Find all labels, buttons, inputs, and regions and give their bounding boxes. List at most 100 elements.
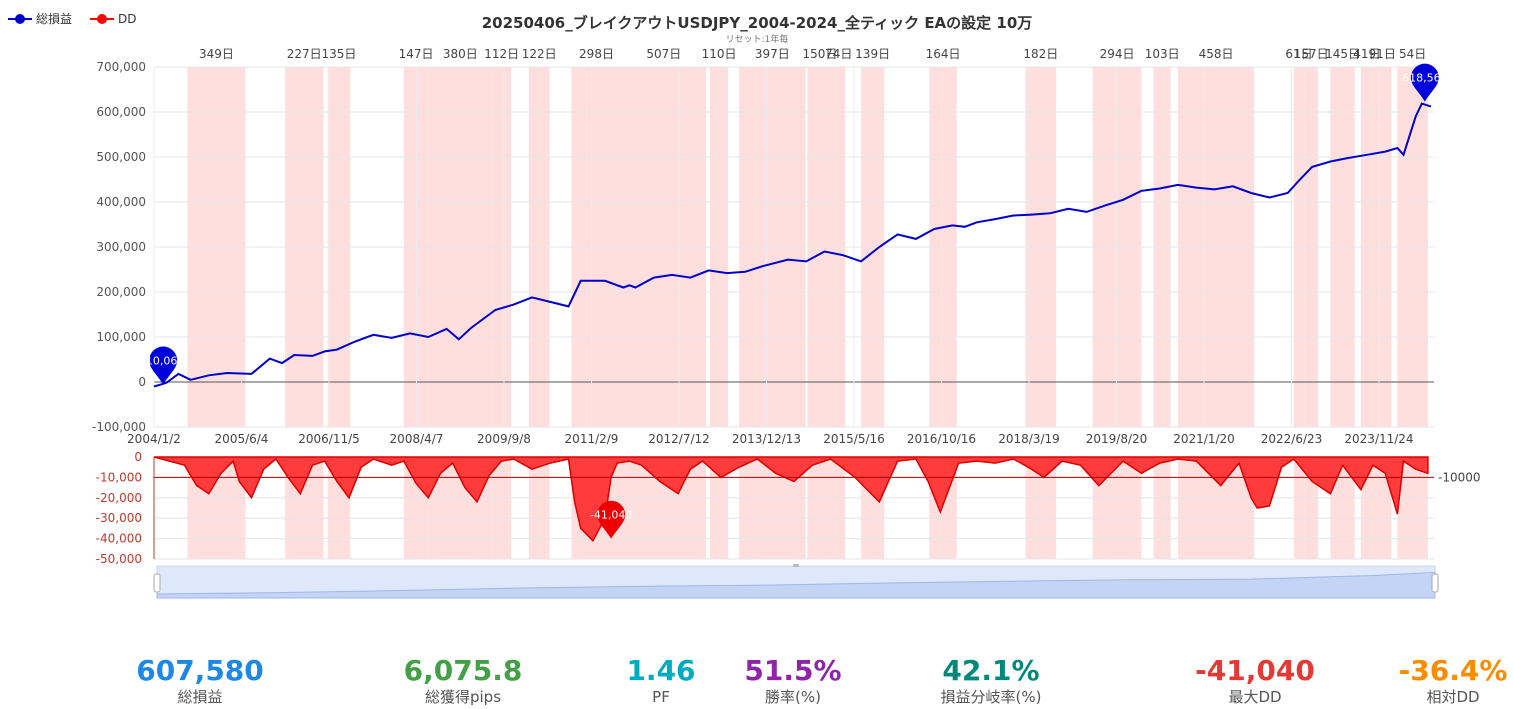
stat-total-profit: 607,580 総損益: [136, 655, 264, 707]
y-tick-label: 700,000: [96, 60, 146, 74]
dd-period-label: 150日: [802, 47, 837, 61]
x-tick-label: 2022/6/23: [1261, 432, 1323, 446]
dd-period-band-lower: [709, 457, 729, 559]
stat-win-rate-label: 勝率(%): [765, 688, 821, 706]
dd-period-label: 135日: [322, 47, 357, 61]
dd-period-band-lower: [807, 457, 833, 559]
dd-period-label: 458日: [1199, 47, 1234, 61]
y-tick-label: -100,000: [92, 420, 146, 434]
dd-y-tick-label: -40,000: [96, 532, 142, 546]
dd-period-band-lower: [492, 457, 512, 559]
dd-period-label: 41日: [1353, 47, 1380, 61]
dd-period-label: 298日: [579, 47, 614, 61]
dd-period-label: 164日: [926, 47, 961, 61]
x-tick-label: 2021/1/20: [1173, 432, 1235, 446]
dd-marker-label: -41,040: [590, 509, 632, 522]
stat-max-dd: -41,040 最大DD: [1195, 655, 1315, 707]
x-tick-label: 2008/4/7: [390, 432, 444, 446]
dd-period-label: 54日: [1399, 47, 1426, 61]
profit-marker-label: 618,560: [1402, 72, 1448, 85]
stat-max-dd-value: -41,040: [1195, 654, 1315, 687]
dd-period-label: 74日: [825, 47, 852, 61]
stat-total-profit-value: 607,580: [136, 654, 264, 687]
dd-period-band-lower: [832, 457, 846, 559]
x-tick-label: 2013/12/13: [732, 432, 801, 446]
chart-subtitle: リセット:1年毎: [725, 35, 789, 45]
dd-period-label: 110日: [702, 47, 737, 61]
dd-period-label: 145日: [1325, 47, 1360, 61]
profit-line: [153, 102, 1432, 388]
y-tick-label: 100,000: [96, 330, 146, 344]
profit-marker-pin: [149, 346, 178, 385]
legend-item-dd[interactable]: DD: [90, 10, 137, 27]
profit-marker-label: -10,060: [142, 355, 184, 368]
stat-relative-dd-value: -36.4%: [1398, 654, 1508, 687]
stat-relative-dd: -36.4% 相対DD: [1399, 655, 1508, 707]
dd-period-band-lower: [1153, 457, 1171, 559]
dd-period-label: 122日: [522, 47, 557, 61]
dd-period-label: 507日: [646, 47, 681, 61]
dd-y-tick-label: -30,000: [96, 511, 142, 525]
dd-y-tick-label: 0: [134, 450, 142, 464]
dd-marker-pin: [597, 500, 626, 539]
legend-label-dd: DD: [118, 11, 137, 26]
dd-period-label: 139日: [855, 47, 890, 61]
zoom-handle-left[interactable]: [153, 573, 161, 593]
dd-threshold-label: -10000: [1438, 470, 1481, 484]
dd-period-label: 147日: [399, 47, 434, 61]
dd-period-label: 91日: [1369, 47, 1396, 61]
dd-period-label: 349日: [199, 47, 234, 61]
stat-total-pips-value: 6,075.8: [403, 654, 523, 687]
stat-breakeven-rate-value: 42.1%: [942, 654, 1040, 687]
stat-breakeven-rate-label: 損益分岐率(%): [940, 688, 1042, 706]
zoom-slider-grip: [793, 564, 799, 567]
chart-canvas: 349日 227日 135日 147日 380日 112日 122日 298日 507日 110日…: [92, 47, 1481, 599]
dd-period-label: 182日: [1023, 47, 1058, 61]
x-tick-label: 2015/5/16: [823, 432, 885, 446]
x-tick-label: 2016/10/16: [907, 432, 976, 446]
stat-max-dd-label: 最大DD: [1228, 688, 1282, 706]
legend-item-profit[interactable]: 総損益: [8, 10, 72, 27]
y-tick-label: 600,000: [96, 105, 146, 119]
dd-y-tick-label: -10,000: [96, 470, 142, 484]
y-tick-label: 500,000: [96, 150, 146, 164]
dd-y-tick-label: -50,000: [96, 552, 142, 566]
y-tick-label: 400,000: [96, 195, 146, 209]
dd-period-label: 103日: [1145, 47, 1180, 61]
y-tick-label: 0: [138, 375, 146, 389]
dd-area: [153, 456, 1429, 542]
y-tick-label: 300,000: [96, 240, 146, 254]
zoom-handle-right[interactable]: [1431, 573, 1439, 593]
stat-relative-dd-label: 相対DD: [1426, 688, 1480, 706]
legend: 総損益 DD: [8, 10, 137, 27]
legend-marker-profit-icon: [8, 13, 32, 24]
chart-title: 20250406_ブレイクアウトUSDJPY_2004-2024_全ティック E…: [481, 14, 1033, 32]
stat-pf-label: PF: [652, 688, 670, 706]
profit-marker-pin: [1410, 63, 1439, 102]
zoom-slider-preview: [156, 571, 1436, 599]
x-tick-label: 2023/11/24: [1344, 432, 1413, 446]
dd-period-band-lower: [1373, 457, 1392, 559]
x-tick-label: 2005/6/4: [215, 432, 269, 446]
stat-win-rate: 51.5% 勝率(%): [744, 655, 841, 707]
x-tick-label: 2012/7/12: [648, 432, 710, 446]
dd-period-label: 294日: [1100, 47, 1135, 61]
stats-bar: 607,580 総損益 6,075.8 総獲得pips 1.46 PF 51.5…: [0, 655, 1514, 709]
dd-period-label: 112日: [484, 47, 519, 61]
x-tick-label: 2018/3/19: [998, 432, 1060, 446]
legend-label-profit: 総損益: [36, 12, 73, 26]
stat-win-rate-value: 51.5%: [744, 654, 842, 687]
stat-breakeven-rate: 42.1% 損益分岐率(%): [941, 655, 1042, 707]
x-tick-label: 2011/2/9: [565, 432, 619, 446]
stat-pf: 1.46 PF: [626, 655, 695, 707]
dd-period-label: 380日: [443, 47, 478, 61]
dd-y-tick-label: -20,000: [96, 491, 142, 505]
x-tick-label: 2009/9/8: [477, 432, 531, 446]
legend-marker-dd-icon: [90, 13, 115, 24]
stat-total-pips-label: 総獲得pips: [424, 688, 502, 706]
stat-pf-value: 1.46: [626, 654, 696, 687]
dd-period-label: 227日: [287, 47, 322, 61]
dd-period-label: 397日: [755, 47, 790, 61]
stat-total-pips: 6,075.8 総獲得pips: [404, 655, 523, 707]
x-tick-label: 2004/1/2: [127, 432, 181, 446]
